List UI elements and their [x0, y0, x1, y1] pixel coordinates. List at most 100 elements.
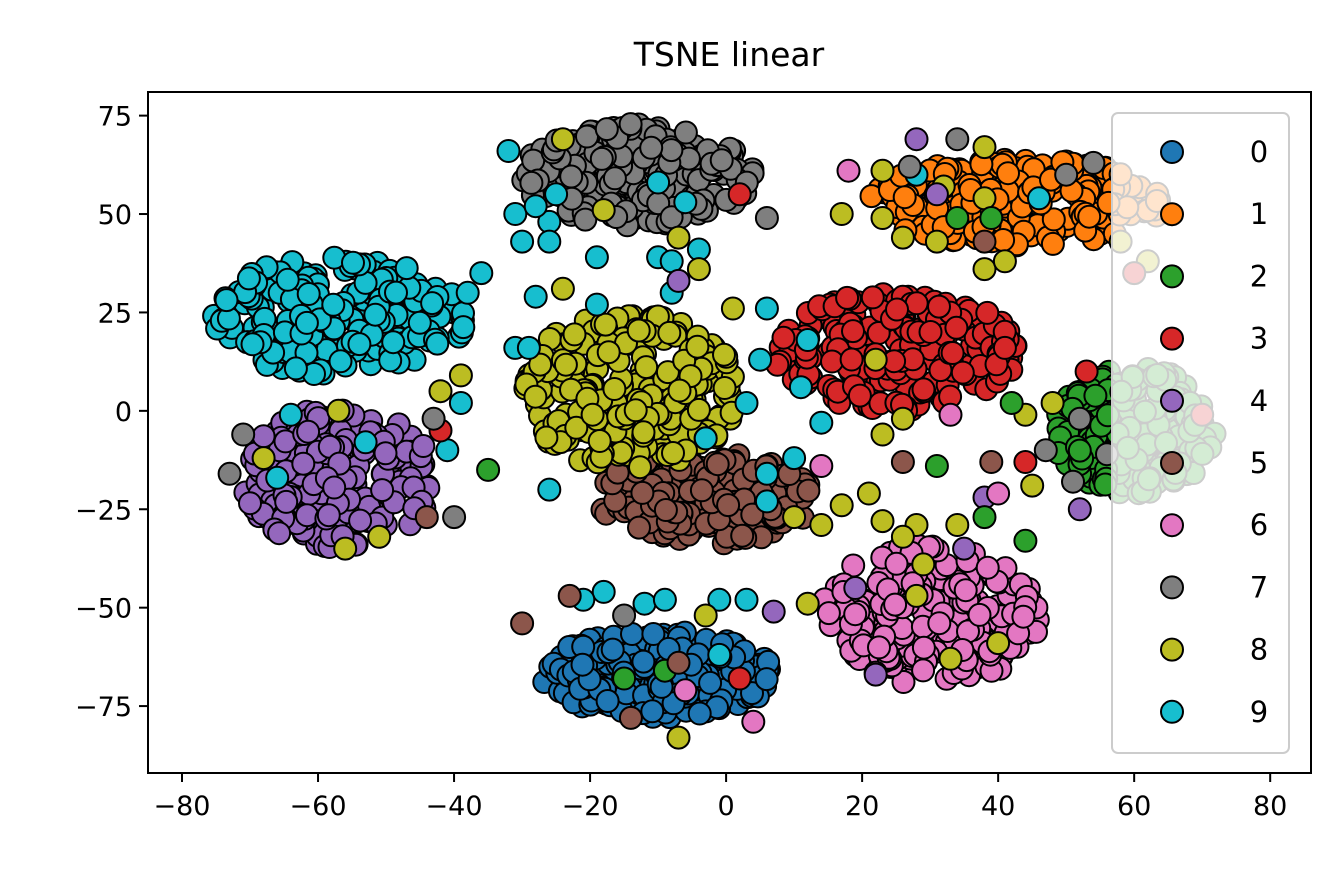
scatter-point [639, 135, 664, 160]
scatter-point [741, 709, 766, 734]
legend-marker [1160, 575, 1184, 600]
scatter-point [689, 478, 714, 503]
scatter-point [214, 288, 239, 313]
scatter-point [860, 285, 885, 310]
scatter-point [510, 611, 535, 636]
scatter-point [924, 454, 949, 478]
scatter-point [809, 410, 834, 435]
scatter-point [666, 225, 691, 250]
scatter-point [573, 207, 598, 232]
scatter-point [707, 642, 732, 667]
scatter-point [686, 257, 711, 282]
scatter-point [927, 294, 951, 319]
scatter-point [353, 430, 378, 455]
scatter-point [274, 489, 299, 514]
scatter-point [698, 670, 723, 695]
scatter-point [587, 429, 612, 453]
scatter-point [918, 320, 943, 344]
scatter-point [705, 452, 730, 477]
scatter-point [646, 170, 671, 195]
scatter-point [421, 406, 446, 431]
scatter-point [666, 725, 691, 750]
scatter-point [1061, 469, 1085, 494]
scatter-point [897, 154, 922, 179]
series-6-points [812, 534, 1050, 694]
scatter-point [632, 591, 657, 616]
scatter-point [363, 302, 388, 327]
scatter-point [593, 312, 618, 337]
scatter-point [839, 347, 864, 372]
scatter-point [612, 666, 637, 691]
x-tick-label: −80 [154, 791, 211, 822]
scatter-point [927, 611, 952, 636]
scatter-point [667, 378, 692, 403]
scatter-point [523, 284, 548, 309]
scatter-point [673, 190, 698, 215]
legend-marker [1160, 264, 1184, 289]
scatter-point [589, 146, 614, 171]
scatter-point [890, 524, 915, 549]
legend-marker [1160, 513, 1184, 538]
scatter-point [754, 206, 779, 230]
scatter-point [816, 601, 841, 626]
y-tick-label: −50 [75, 594, 132, 625]
scatter-point [709, 148, 734, 173]
scatter-point [911, 658, 936, 683]
scatter-point [693, 426, 718, 451]
y-tick-label: 25 [98, 298, 132, 329]
scatter-point [1040, 231, 1065, 256]
legend-marker [1160, 451, 1184, 475]
x-tick-label: 0 [718, 791, 735, 822]
series-9-points [202, 245, 476, 386]
scatter-point [953, 578, 978, 603]
scatter-point [384, 280, 408, 305]
scatter-point [847, 383, 872, 408]
scatter-point [496, 139, 521, 163]
scatter-point [435, 438, 460, 463]
scatter-point [562, 322, 587, 347]
scatter-point [904, 291, 929, 316]
scatter-point [863, 347, 888, 372]
scatter-point [1041, 207, 1066, 232]
series-8-points [513, 304, 745, 480]
scatter-point [890, 406, 915, 431]
scatter-point [516, 335, 541, 360]
legend-marker [1160, 699, 1184, 724]
scatter-point [341, 250, 365, 275]
scatter-point [295, 503, 319, 528]
scatter-point [420, 291, 445, 316]
scatter-point [720, 296, 745, 321]
scatter-point [1074, 359, 1099, 384]
y-tick-label: 0 [115, 397, 132, 428]
scatter-point [537, 477, 562, 502]
scatter-point [407, 310, 432, 335]
scatter-point [730, 523, 755, 548]
scatter-point [240, 332, 265, 357]
scatter-point [394, 256, 419, 281]
scatter-point [972, 186, 997, 211]
scatter-point [283, 356, 308, 381]
scatter-point [992, 249, 1017, 274]
scatter-point [673, 678, 698, 703]
scatter-point [316, 503, 341, 528]
scatter-point [275, 267, 300, 292]
scatter-point [217, 461, 242, 486]
scatter-point [628, 455, 652, 480]
scatter-point [623, 398, 648, 423]
scatter-point [550, 127, 575, 152]
scatter-point [685, 334, 710, 359]
scatter-point [944, 315, 969, 340]
scatter-point [782, 446, 807, 471]
scatter-point [890, 450, 915, 474]
scatter-point [448, 391, 473, 415]
x-tick-label: 60 [1117, 791, 1151, 822]
scatter-point [727, 182, 752, 207]
scatter-point [596, 340, 621, 365]
x-tick-label: −60 [290, 791, 347, 822]
scatter-point [870, 509, 895, 534]
scatter-point [618, 705, 643, 730]
scatter-point [820, 349, 844, 374]
scatter-point [595, 689, 620, 713]
scatter-point [911, 377, 936, 402]
